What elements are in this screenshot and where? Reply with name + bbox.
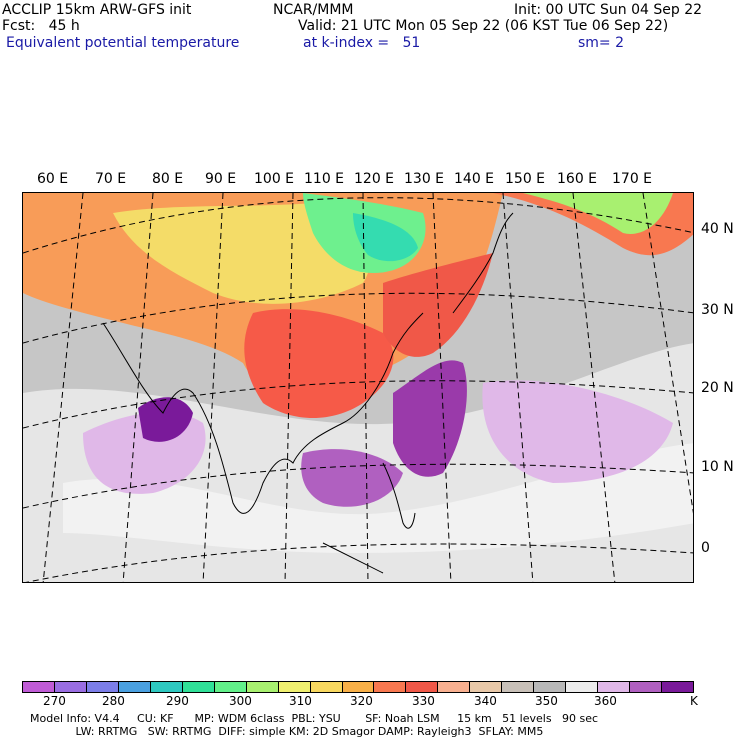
field-name: Equivalent potential temperature <box>6 35 240 51</box>
init-time: Init: 00 UTC Sun 04 Sep 22 <box>514 2 703 18</box>
colorbar-tick-350: 350 <box>535 694 558 708</box>
colorbar-segment <box>438 682 471 692</box>
asia-coastline <box>102 312 424 514</box>
colorbar-segment <box>23 682 55 692</box>
meridian-line <box>642 193 693 514</box>
meridian-line <box>502 193 534 582</box>
level-index: at k-index = 51 <box>303 35 421 51</box>
model-info-line2: LW: RRTMG SW: RRTMG DIFF: simple KM: 2D … <box>30 725 544 738</box>
colorbar-tick-340: 340 <box>474 694 497 708</box>
philippines-coastline <box>382 462 416 529</box>
parallel-line <box>23 197 693 254</box>
coastlines <box>102 212 514 574</box>
lon-label-70e: 70 E <box>95 171 127 187</box>
colorbar-segment <box>630 682 663 692</box>
forecast-hour: Fcst: 45 h <box>2 18 80 34</box>
hot-humid-field <box>244 309 394 418</box>
central-pacific-light <box>482 380 673 483</box>
colorbar-segment <box>246 682 279 692</box>
lon-label-60e: 60 E <box>37 171 69 187</box>
equatorial-field <box>63 443 693 553</box>
lat-label-0: 0 <box>701 540 710 556</box>
coolest-field <box>353 213 418 262</box>
south-china-sea-zone <box>301 449 403 507</box>
west-pacific-zone <box>393 360 467 477</box>
plateau-field <box>113 203 370 304</box>
meridian-line <box>572 193 616 582</box>
lat-label-40n: 40 N <box>701 221 734 237</box>
colorbar-segment <box>534 682 567 692</box>
lon-label-80e: 80 E <box>152 171 184 187</box>
lon-label-140e: 140 E <box>454 171 495 187</box>
colorbar-unit: K <box>690 694 698 708</box>
colorbar-segment <box>150 682 183 692</box>
graticule <box>23 193 693 582</box>
colorbar-tick-300: 300 <box>229 694 252 708</box>
colorbar-tick-360: 360 <box>594 694 617 708</box>
colorbar-tick-290: 290 <box>166 694 189 708</box>
colorbar-segment <box>566 682 599 692</box>
colorbar-segment <box>662 682 694 692</box>
colorbar-segment <box>342 682 375 692</box>
lat-label-10n: 10 N <box>701 459 734 475</box>
lat-label-20n: 20 N <box>701 380 734 396</box>
japan-coastline <box>452 212 514 314</box>
colorbar-tick-270: 270 <box>43 694 66 708</box>
meridian-line <box>362 193 369 582</box>
parallel-line <box>23 463 693 509</box>
colorbar-segment <box>598 682 631 692</box>
meridian-line <box>432 193 452 582</box>
lon-label-90e: 90 E <box>205 171 237 187</box>
colorbar-segment <box>118 682 151 692</box>
map-panel <box>22 192 694 583</box>
colorbar-segment <box>470 682 503 692</box>
lon-label-170e: 170 E <box>612 171 653 187</box>
institution: NCAR/MMM <box>273 2 354 18</box>
lat-label-30n: 30 N <box>701 302 734 318</box>
colorbar-segment <box>54 682 87 692</box>
colorbar-segment <box>214 682 247 692</box>
lon-label-100e: 100 E <box>254 171 295 187</box>
model-title: ACCLIP 15km ARW-GFS init <box>2 2 192 18</box>
colorbar-segment <box>406 682 439 692</box>
colorbar-segment <box>86 682 119 692</box>
colorbar-tick-310: 310 <box>289 694 312 708</box>
parallel-line <box>23 292 693 344</box>
parallel-line <box>23 380 693 429</box>
colorbar-segment <box>310 682 343 692</box>
lon-label-110e: 110 E <box>304 171 345 187</box>
colorbar-segment <box>502 682 535 692</box>
meridian-line <box>284 193 294 582</box>
meridian-line <box>202 193 224 582</box>
map-canvas <box>23 193 693 582</box>
meridian-line <box>122 193 154 582</box>
bay-of-bengal-core <box>138 397 193 442</box>
colorbar-tick-280: 280 <box>102 694 125 708</box>
colorbar <box>22 681 694 693</box>
model-info-line1: Model Info: V4.4 CU: KF MP: WDM 6class P… <box>30 712 599 725</box>
lon-label-160e: 160 E <box>557 171 598 187</box>
parallel-line <box>25 543 693 582</box>
colorbar-segment <box>278 682 311 692</box>
colorbar-tick-330: 330 <box>412 694 435 708</box>
colorbar-segment <box>374 682 407 692</box>
colorbar-tick-320: 320 <box>350 694 373 708</box>
borneo-coastline <box>322 542 384 574</box>
northeast-cool-patch <box>523 193 673 234</box>
colorbar-segment <box>182 682 215 692</box>
meridian-line <box>42 193 84 582</box>
lon-label-120e: 120 E <box>354 171 395 187</box>
smoothing: sm= 2 <box>578 35 625 51</box>
lon-label-130e: 130 E <box>404 171 445 187</box>
valid-time: Valid: 21 UTC Mon 05 Sep 22 (06 KST Tue … <box>298 18 669 34</box>
lon-label-150e: 150 E <box>505 171 546 187</box>
